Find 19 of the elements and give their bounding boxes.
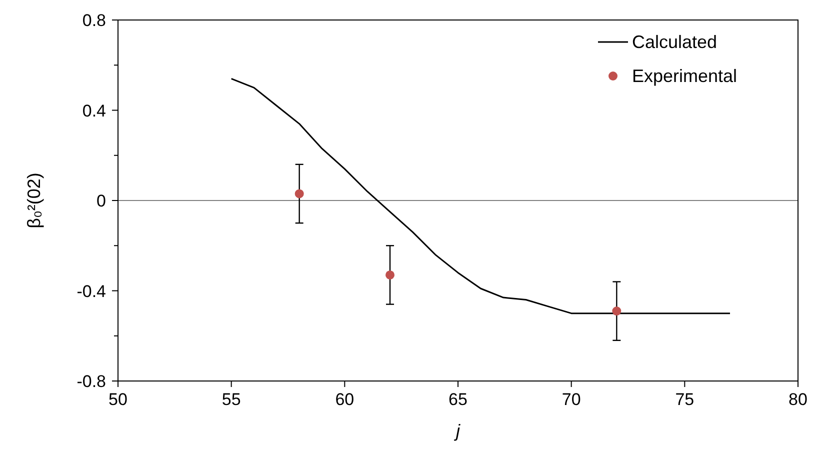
y-tick-label: -0.8 (76, 372, 106, 391)
y-tick-label: -0.4 (76, 282, 106, 301)
y-tick-label: 0 (96, 192, 106, 210)
point (294, 189, 304, 198)
y-tick-label: 0.4 (82, 101, 106, 120)
x-tick-label: 75 (675, 390, 694, 409)
x-tick-label: 80 (788, 390, 808, 409)
x-tick-label: 50 (108, 390, 128, 409)
legend-label: Calculated (632, 32, 718, 52)
x-tick-label: 65 (448, 390, 468, 409)
point (612, 306, 622, 316)
y-tick-label: 0.8 (82, 11, 106, 30)
x-tick-label: 55 (222, 390, 241, 409)
legend-label: Experimental (632, 66, 738, 86)
y-axis-title: β₀²(02) (24, 172, 44, 228)
x-axis-title: j (453, 421, 461, 441)
point (386, 270, 394, 280)
x-tick-label: 60 (335, 390, 354, 409)
x-tick-label: 70 (562, 390, 581, 409)
